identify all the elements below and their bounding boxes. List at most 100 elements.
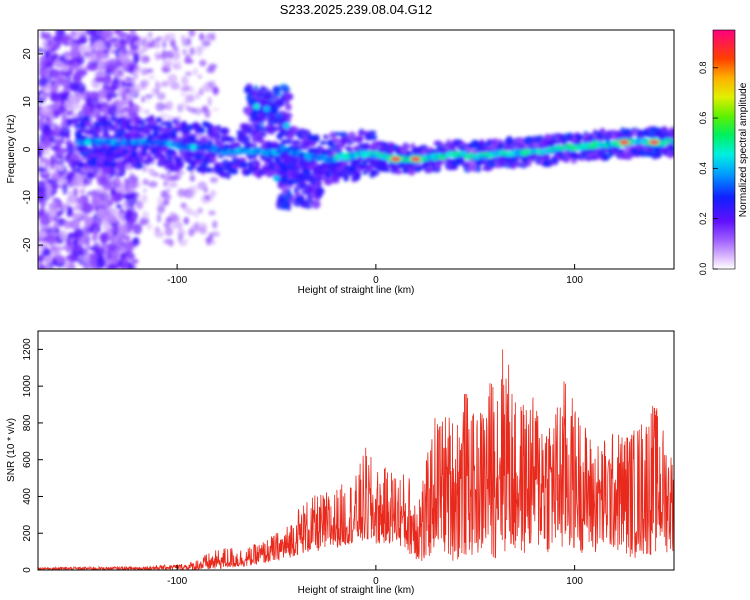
heat-cell (139, 119, 146, 126)
spectrogram-x-axis: -100 0 100 (167, 264, 583, 286)
heat-cell (84, 52, 97, 61)
y-tick-label: 1000 (22, 375, 33, 398)
heat-cell (46, 68, 51, 76)
heat-cell (72, 102, 81, 110)
heat-cell (287, 179, 294, 186)
heat-cell (141, 150, 148, 156)
heat-cell (62, 264, 75, 269)
heat-cell (136, 193, 141, 200)
heat-cell (44, 140, 50, 149)
heat-cell (100, 115, 108, 124)
heat-cell (247, 160, 254, 167)
heat-cell (104, 77, 111, 86)
heat-cell (125, 76, 131, 83)
colorbar-scale (712, 29, 736, 270)
heat-cell (210, 189, 217, 197)
heat-cell (51, 225, 56, 233)
heat-cell (185, 124, 194, 131)
heat-cell (254, 160, 261, 168)
heat-cell (197, 74, 203, 79)
heat-cell (68, 93, 78, 105)
heat-cell (322, 134, 329, 140)
heat-cell (117, 259, 122, 266)
heat-cell (166, 115, 174, 122)
heat-cell (82, 177, 88, 186)
heat-cell (149, 171, 158, 177)
heat-cell (508, 161, 518, 170)
heat-cell (259, 92, 269, 98)
heat-cell (138, 105, 144, 114)
heat-cell (362, 142, 371, 149)
heat-cell (115, 203, 123, 209)
heat-cell (238, 157, 247, 163)
heat-cell (102, 133, 108, 140)
heat-cell (129, 83, 141, 95)
heat-cell (106, 91, 119, 99)
heat-cell (200, 85, 210, 93)
snr-plot-area (38, 349, 674, 570)
heat-cell (202, 105, 208, 110)
heat-cell (177, 103, 184, 113)
y-tick-label: 200 (22, 524, 33, 541)
heat-cell (166, 50, 174, 60)
heat-cell (124, 235, 131, 241)
heat-cell (86, 64, 99, 72)
heat-cell (154, 41, 161, 49)
heat-cell (107, 199, 114, 206)
heat-cell (181, 99, 190, 109)
heat-cell (108, 150, 114, 158)
heat-cell (542, 152, 551, 161)
heat-cell (134, 64, 141, 72)
y-tick-label: 800 (22, 414, 33, 431)
heat-cell (410, 156, 421, 162)
heat-cell (197, 181, 208, 190)
heat-cell (40, 225, 51, 231)
heat-cell (571, 144, 579, 151)
heat-cell (85, 237, 91, 250)
heat-cell (56, 164, 64, 171)
heat-cell (42, 249, 51, 257)
heat-cell (179, 86, 190, 92)
heat-cell (83, 263, 90, 269)
x-tick-label: 0 (373, 275, 379, 286)
heat-cell (402, 144, 411, 149)
heat-cell (163, 221, 172, 228)
heat-cell (671, 128, 674, 137)
heat-cell (116, 103, 123, 113)
heat-cell (56, 150, 64, 156)
heat-cell (71, 174, 84, 185)
spectrogram-heatmap (38, 30, 674, 269)
heat-cell (274, 117, 285, 126)
heat-cell (106, 242, 116, 250)
heat-cell (114, 177, 120, 186)
heat-cell (290, 126, 299, 132)
heat-cell (131, 258, 139, 265)
heat-cell (243, 86, 251, 94)
x-tick-label: 0 (373, 576, 379, 587)
heat-cell (272, 86, 279, 95)
heat-cell (281, 86, 291, 93)
heat-cell (93, 227, 99, 237)
heat-cell (102, 224, 114, 231)
y-tick-label: 1200 (22, 338, 33, 361)
heat-cell (93, 257, 106, 268)
heat-cell (207, 139, 214, 145)
heat-cell (649, 140, 660, 145)
heat-cell (161, 40, 167, 49)
heat-cell (243, 135, 251, 140)
heat-cell (248, 143, 258, 149)
heat-cell (125, 217, 138, 224)
heat-cell (193, 107, 202, 115)
heat-cell (316, 190, 323, 197)
heat-cell (159, 113, 169, 118)
heat-cell (219, 171, 227, 178)
heat-cell (38, 139, 45, 150)
heat-cell (50, 122, 59, 130)
heat-cell (198, 126, 206, 135)
heat-cell (241, 162, 249, 168)
y-tick-label: -20 (22, 237, 33, 252)
heat-cell (113, 73, 126, 78)
heat-cell (49, 181, 60, 188)
heat-cell (99, 244, 105, 254)
heat-cell (306, 192, 312, 201)
